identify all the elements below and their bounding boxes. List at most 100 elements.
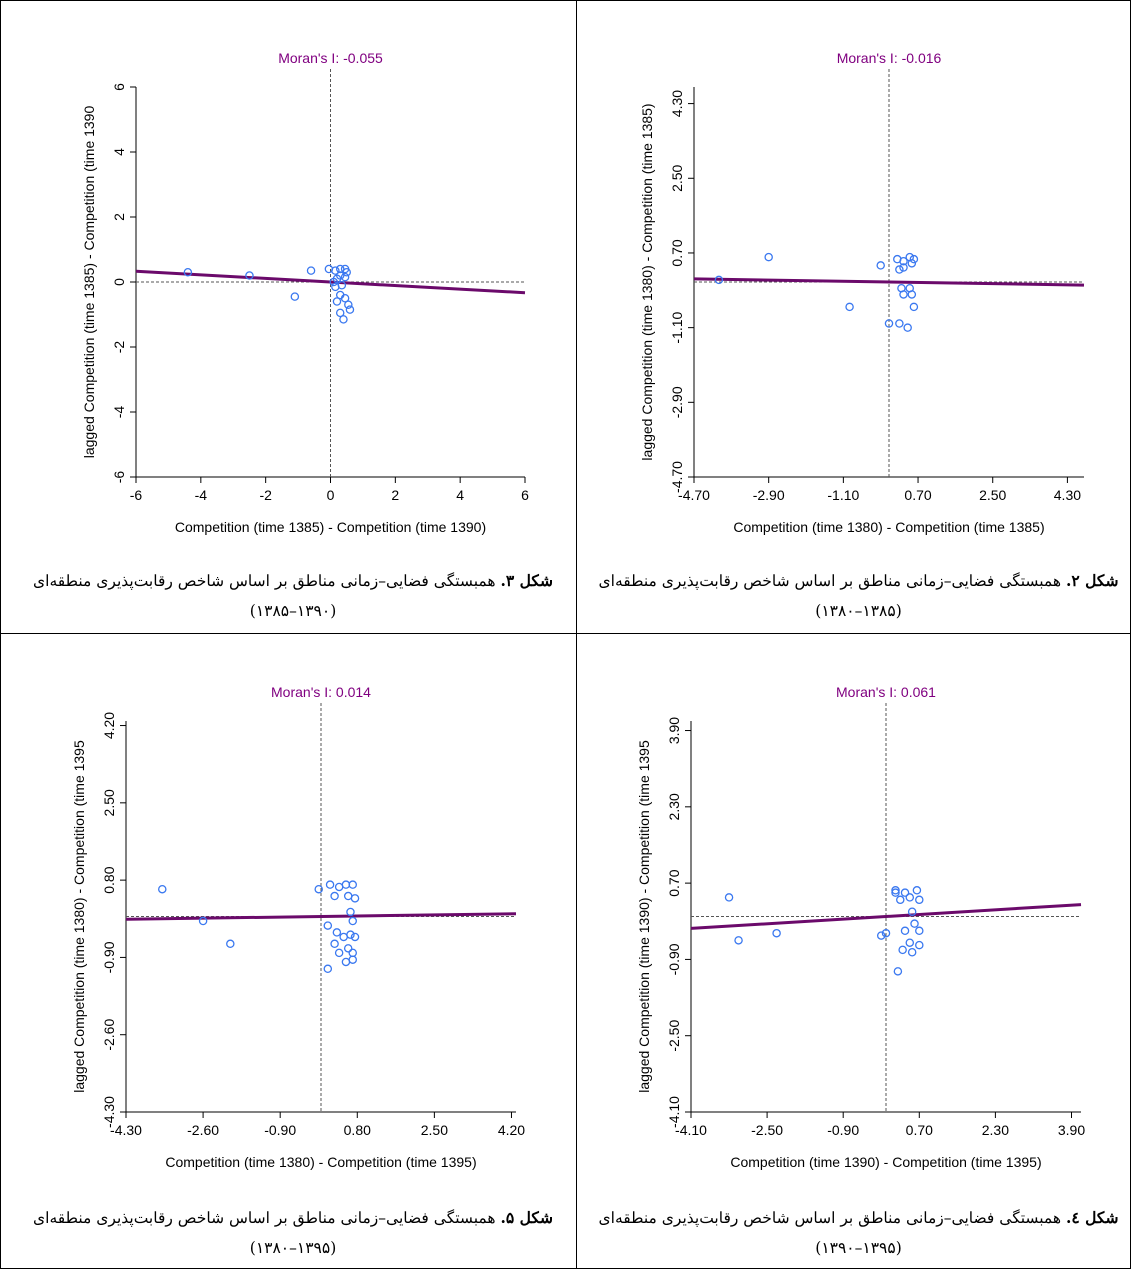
y-tick-label: 0.70: [669, 239, 685, 266]
data-point: [343, 944, 353, 953]
data-point: [335, 264, 345, 274]
data-point: [340, 272, 350, 282]
data-point: [329, 277, 338, 287]
data-point: [331, 266, 340, 275]
x-tick-label: -6: [130, 487, 143, 503]
data-point: [341, 957, 351, 967]
x-tick-label: 0: [327, 487, 335, 503]
regression-line: [693, 277, 1085, 287]
y-tick-label: 4.20: [101, 712, 117, 739]
y-tick-label: 2.50: [101, 789, 117, 816]
x-tick-label: 0.80: [344, 1122, 371, 1138]
x-axis-label: Competition (time 1385) - Competition (t…: [175, 519, 486, 535]
y-tick-label: -2.90: [669, 386, 685, 418]
data-point: [334, 948, 344, 958]
data-point: [772, 928, 781, 938]
table-divider-horizontal: [0, 633, 1131, 634]
data-point: [334, 882, 344, 892]
data-point: [907, 259, 917, 268]
data-point: [325, 880, 335, 889]
data-point: [899, 257, 908, 266]
x-tick-label: -2: [259, 487, 272, 503]
data-point: [330, 939, 339, 949]
data-point: [323, 921, 333, 930]
caption-fig4: شکل ٤. همبستگی فضایی–زمانی مناطق بر اساس…: [592, 1203, 1125, 1263]
y-tick-label: -0.90: [666, 943, 682, 975]
scatter-plot-fig5: Moran's I: 0.014 -4.30 -2.60 -0.90 0.80 2.50 4…: [71, 684, 525, 1170]
data-point: [895, 319, 904, 328]
data-point: [764, 252, 773, 262]
data-point: [907, 948, 917, 957]
y-tick-label: -4.30: [101, 1096, 117, 1128]
data-point: [915, 926, 924, 936]
x-tick-label: 2.30: [982, 1122, 1009, 1138]
y-tick-label: 2: [111, 213, 127, 221]
data-point: [323, 964, 333, 974]
y-tick-label: -4.10: [666, 1096, 682, 1128]
data-point: [341, 880, 351, 889]
data-point: [734, 936, 743, 945]
chart-title: Moran's I: -0.055: [278, 50, 383, 66]
data-point: [910, 919, 919, 928]
x-tick-label: -0.90: [264, 1122, 296, 1138]
data-point: [915, 895, 924, 905]
scatter-plot-fig3: Moran's I: -0.055 -6 -4 -2 0 2 4 6 -6 -4 -2 0 2 4 6 Com…: [81, 50, 529, 535]
chart-title: Moran's I: -0.016: [837, 50, 942, 66]
data-point: [346, 930, 355, 939]
data-point: [332, 928, 342, 937]
data-point: [900, 926, 910, 936]
data-point: [335, 308, 345, 318]
data-point: [314, 884, 323, 894]
x-tick-label: -0.90: [827, 1122, 859, 1138]
caption-text: همبستگی فضایی–زمانی مناطق بر اساس شاخص ر…: [33, 572, 496, 620]
x-tick-label: -1.10: [827, 487, 859, 503]
data-point: [344, 300, 353, 309]
x-tick-label: 2.50: [421, 1122, 448, 1138]
data-point: [891, 886, 900, 895]
x-tick-label: 4.20: [498, 1122, 525, 1138]
data-point: [339, 932, 348, 942]
y-tick-label: -2.50: [666, 1020, 682, 1052]
data-point: [915, 940, 924, 950]
data-point: [158, 884, 167, 894]
caption-text: همبستگی فضایی–زمانی مناطق بر اساس شاخص ر…: [598, 1209, 1062, 1257]
regression-line: [125, 912, 517, 921]
x-tick-label: -2.60: [187, 1122, 219, 1138]
scatter-plot-fig2: Moran's I: -0.016 -4.70 -2.90 -1.10 0.70 2.50…: [639, 50, 1085, 535]
y-axis-label: lagged Competition (time 1385) - Competi…: [81, 106, 97, 459]
data-point: [306, 266, 316, 275]
y-axis-label: lagged Competition (time 1390) - Competi…: [636, 740, 652, 1093]
y-tick-label: 0: [111, 278, 127, 286]
y-tick-label: 2.50: [669, 164, 685, 191]
caption-label: شکل ٤.: [1066, 1208, 1119, 1227]
data-point: [895, 265, 904, 274]
data-point: [884, 319, 894, 328]
y-tick-label: 6: [111, 83, 127, 91]
y-axis-label: lagged Competition (time 1380) - Competi…: [71, 740, 87, 1093]
data-point: [348, 916, 357, 926]
data-point: [348, 955, 357, 964]
x-tick-label: 0.70: [904, 487, 931, 503]
data-point: [881, 928, 891, 938]
y-tick-label: 0.70: [666, 869, 682, 896]
data-point: [876, 931, 886, 940]
y-tick-label: -6: [111, 471, 127, 484]
data-point: [198, 916, 208, 926]
y-tick-label: -2: [111, 341, 127, 354]
caption-label: شکل ۲.: [1066, 571, 1119, 590]
data-point: [899, 290, 908, 299]
y-tick-label: 4.30: [669, 90, 685, 117]
data-point: [845, 302, 854, 312]
caption-text: همبستگی فضایی–زمانی مناطق بر اساس شاخص ر…: [33, 1209, 496, 1257]
data-point: [900, 888, 910, 897]
data-point: [909, 254, 919, 264]
data-point: [332, 297, 342, 306]
x-tick-label: 4.30: [1054, 487, 1081, 503]
data-point: [346, 907, 355, 917]
data-point: [899, 263, 908, 272]
data-point: [896, 895, 905, 905]
x-axis-label: Competition (time 1380) - Competition (t…: [165, 1154, 476, 1170]
x-tick-label: -4.10: [675, 1122, 707, 1138]
scatter-plot-fig4: Moran's I: 0.061 -4.10 -2.50 -0.90 0.70 2.30 3…: [636, 684, 1085, 1170]
table-divider-vertical: [576, 0, 577, 1269]
